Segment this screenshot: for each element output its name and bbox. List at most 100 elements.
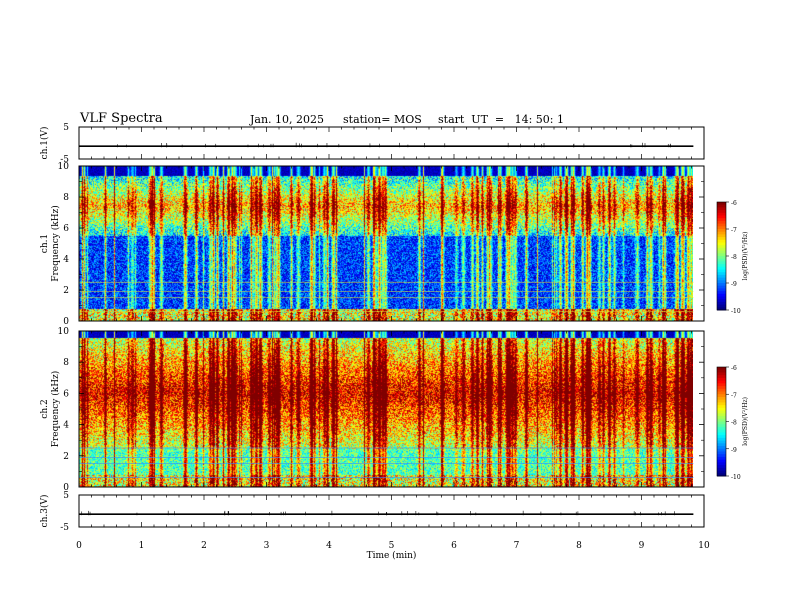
colorbar-cell bbox=[717, 456, 726, 461]
colorbar-tick-label: -10 bbox=[731, 474, 741, 481]
y-tick-label: -5 bbox=[60, 523, 69, 533]
y-tick-label: 6 bbox=[63, 224, 69, 234]
colorbar-tick-label: -6 bbox=[731, 200, 737, 207]
colorbar-tick-label: -8 bbox=[731, 420, 737, 427]
colorbar-cell bbox=[717, 266, 726, 270]
colorbar-cell bbox=[717, 470, 726, 474]
y-axis-label-ch2-freq: Frequency (kHz) bbox=[50, 371, 61, 448]
colorbar-cell bbox=[717, 280, 726, 284]
colorbar-cell bbox=[717, 432, 726, 436]
y-tick-label: 0 bbox=[63, 317, 69, 327]
colorbar-cell bbox=[717, 250, 726, 254]
colorbar-cell bbox=[717, 247, 726, 252]
colorbar-label: log(PSD)(V²/Hz) bbox=[742, 232, 749, 281]
colorbar-cell bbox=[717, 207, 726, 211]
x-tick-label: 10 bbox=[698, 541, 710, 551]
date-label: Jan. 10, 2025 bbox=[250, 113, 325, 126]
x-tick-label: 4 bbox=[326, 541, 332, 551]
y-tick-label: 2 bbox=[63, 286, 69, 296]
y-axis-label-ch1-freq: Frequency (kHz) bbox=[50, 205, 61, 282]
x-tick-label: 1 bbox=[139, 541, 145, 551]
x-tick-label: 7 bbox=[514, 541, 520, 551]
colorbar-cell bbox=[717, 462, 726, 466]
colorbar-cell bbox=[717, 264, 726, 268]
colorbar-cell bbox=[717, 261, 726, 265]
colorbar-cell bbox=[717, 220, 726, 225]
colorbar-tick-label: -7 bbox=[731, 227, 737, 234]
colorbar-cell bbox=[717, 437, 726, 442]
colorbar-cell bbox=[717, 258, 726, 262]
start-time-label: start UT = 14: 50: 1 bbox=[438, 113, 565, 126]
colorbar-cell bbox=[717, 304, 726, 308]
colorbar-tick-label: -7 bbox=[731, 392, 737, 399]
y-axis-label-ch2: ch.2 bbox=[40, 399, 50, 418]
colorbar-cell bbox=[717, 410, 726, 414]
colorbar-cell bbox=[717, 391, 726, 395]
x-tick-label: 2 bbox=[201, 541, 207, 551]
colorbar-cell bbox=[717, 446, 726, 450]
colorbar-cell bbox=[717, 473, 726, 477]
colorbar-cell bbox=[717, 291, 726, 295]
y-tick-label: 6 bbox=[63, 389, 69, 399]
colorbar-cell bbox=[717, 223, 726, 227]
colorbar-cell bbox=[717, 242, 726, 246]
y-tick-label: 0 bbox=[63, 483, 69, 493]
colorbar-cell bbox=[717, 239, 726, 243]
x-tick-label: 8 bbox=[576, 541, 582, 551]
colorbar-cell bbox=[717, 396, 726, 401]
colorbar-cell bbox=[717, 451, 726, 455]
colorbar-cell bbox=[717, 413, 726, 417]
colorbar-cell bbox=[717, 296, 726, 300]
colorbar-cell bbox=[717, 283, 726, 287]
y-axis-label-ch1: ch.1 bbox=[40, 234, 50, 253]
colorbar-cell bbox=[717, 272, 726, 276]
colorbar-tick-label: -9 bbox=[731, 447, 737, 454]
colorbar-tick-label: -9 bbox=[731, 281, 737, 288]
colorbar-cell bbox=[717, 435, 726, 439]
colorbar-cell bbox=[717, 253, 726, 257]
colorbar-cell bbox=[717, 367, 726, 371]
colorbar-tick-label: -8 bbox=[731, 254, 737, 261]
colorbar-cell bbox=[717, 386, 726, 390]
y-axis-label-ch1v: ch.1(V) bbox=[39, 127, 50, 160]
station-label: station= MOS bbox=[343, 113, 422, 126]
colorbar-cell bbox=[717, 218, 726, 222]
colorbar-cell bbox=[717, 405, 726, 409]
colorbar-cell bbox=[717, 299, 726, 303]
y-tick-label: 10 bbox=[58, 327, 70, 337]
colorbar-cell bbox=[717, 424, 726, 428]
colorbar-cell bbox=[717, 426, 726, 431]
colorbar-cell bbox=[717, 375, 726, 379]
chart-title: VLF Spectra bbox=[80, 111, 163, 126]
colorbar-cell bbox=[717, 288, 726, 292]
colorbar-cell bbox=[717, 215, 726, 219]
colorbar-cell bbox=[717, 448, 726, 452]
y-tick-label: -5 bbox=[60, 155, 69, 165]
y-tick-label: 4 bbox=[63, 255, 69, 265]
colorbar-cell bbox=[717, 285, 726, 289]
colorbar-cell bbox=[717, 293, 726, 297]
colorbar-cell bbox=[717, 402, 726, 406]
colorbar-cell bbox=[717, 467, 726, 472]
colorbar-cell bbox=[717, 372, 726, 376]
colorbar-cell bbox=[717, 301, 726, 306]
colorbar-cell bbox=[717, 269, 726, 273]
y-tick-label: 5 bbox=[63, 123, 69, 133]
colorbar-cell bbox=[717, 421, 726, 425]
colorbar-cell bbox=[717, 274, 726, 279]
colorbar-cell bbox=[717, 416, 726, 420]
colorbar-cell bbox=[717, 204, 726, 208]
y-tick-label: 8 bbox=[63, 193, 69, 203]
colorbar-cell bbox=[717, 407, 726, 412]
colorbar-cell bbox=[717, 237, 726, 241]
colorbar-cell bbox=[717, 229, 726, 233]
colorbar-cell bbox=[717, 440, 726, 444]
colorbar-cell bbox=[717, 202, 726, 206]
colorbar-cell bbox=[717, 307, 726, 311]
colorbar-cell bbox=[717, 443, 726, 447]
colorbar-cell bbox=[717, 369, 726, 373]
spectrogram-ch2 bbox=[79, 331, 693, 487]
spectrogram-ch1 bbox=[79, 166, 693, 321]
colorbar-cell bbox=[717, 231, 726, 235]
